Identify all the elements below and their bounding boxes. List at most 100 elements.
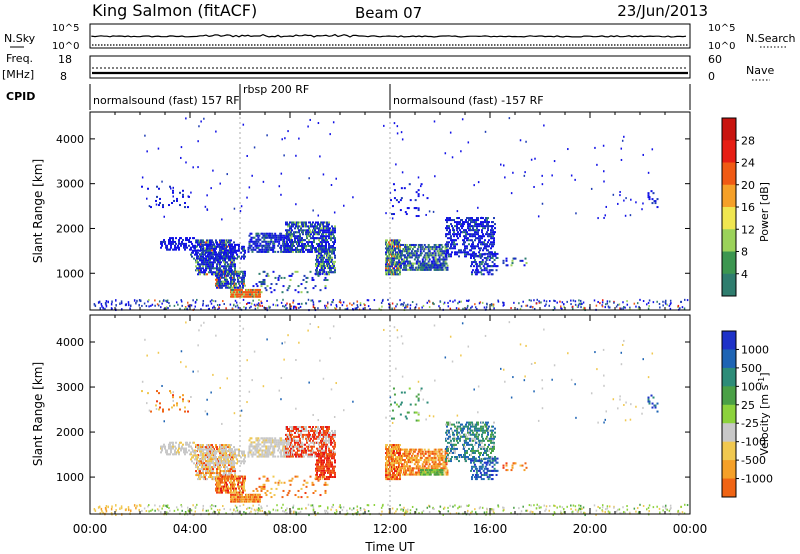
power-cell: [190, 240, 192, 243]
power-cell: [301, 237, 303, 240]
velocity-cell: [221, 444, 223, 447]
power-cell: [491, 273, 494, 276]
power-cell: [290, 250, 292, 253]
power-cell: [405, 304, 407, 307]
power-cell: [161, 242, 163, 245]
power-cell: [457, 221, 459, 224]
power-cell: [394, 249, 396, 252]
velocity-cell: [212, 470, 214, 473]
power-cell: [551, 174, 553, 177]
power-cell: [560, 307, 562, 310]
power-cell: [438, 256, 441, 259]
power-cell: [322, 173, 325, 176]
power-cell: [263, 281, 266, 284]
power-cell: [387, 298, 389, 301]
power-cell: [434, 175, 436, 178]
power-cell: [235, 301, 238, 304]
velocity-cell: [259, 498, 261, 501]
velocity-cell: [219, 456, 221, 459]
power-cell: [439, 300, 442, 303]
power-cell: [324, 235, 326, 238]
power-cell: [334, 248, 336, 251]
power-cell: [428, 306, 431, 309]
power-cell: [669, 299, 672, 302]
power-cell: [385, 267, 387, 270]
velocity-cell: [273, 447, 276, 450]
power-cell: [447, 305, 450, 308]
power-cell: [305, 246, 307, 249]
power-cell: [119, 302, 121, 305]
power-cell: [460, 150, 462, 153]
velocity-cell: [210, 446, 212, 449]
power-cell: [313, 233, 315, 236]
power-cell: [529, 306, 532, 309]
velocity-cell: [300, 433, 302, 436]
velocity-cell: [256, 439, 259, 442]
power-cell: [220, 257, 222, 260]
power-cell: [206, 208, 209, 211]
power-cell: [425, 213, 427, 216]
power-cell: [237, 278, 239, 281]
power-cell: [203, 243, 205, 246]
power-cell: [259, 238, 262, 241]
power-cell: [202, 302, 204, 305]
power-colorbar-label: Power [dB]: [758, 182, 771, 242]
power-cell: [267, 250, 270, 253]
power-cell: [287, 248, 289, 251]
power-cell: [170, 246, 172, 249]
power-cell: [219, 247, 221, 250]
power-cell: [263, 306, 265, 309]
power-cell: [325, 229, 327, 232]
power-cell: [553, 306, 556, 309]
power-cell: [291, 244, 293, 247]
power-cell: [243, 245, 245, 248]
power-cell: [651, 198, 654, 201]
power-cell: [265, 242, 268, 245]
velocity-cell: [231, 466, 233, 469]
power-cell: [382, 298, 384, 301]
power-cell: [620, 147, 623, 150]
power-cell: [484, 227, 486, 230]
power-cell: [231, 261, 233, 264]
power-cell: [488, 252, 491, 255]
velocity-cell: [235, 456, 237, 459]
power-cell: [246, 154, 248, 157]
velocity-cell: [237, 500, 239, 503]
power-cell: [227, 274, 229, 277]
power-cell: [172, 191, 174, 194]
power-cell: [232, 245, 234, 248]
power-cell: [209, 261, 211, 264]
power-cell: [647, 301, 650, 304]
power-cell: [297, 221, 299, 224]
power-cell: [291, 221, 293, 224]
power-cell: [482, 249, 484, 252]
power-cell: [261, 248, 264, 251]
power-cell: [540, 301, 542, 304]
power-cell: [219, 251, 221, 254]
velocity-cell: [223, 450, 225, 453]
velocity-cell: [219, 454, 221, 457]
power-cell: [482, 273, 485, 276]
velocity-cell: [230, 472, 232, 475]
power-cell: [454, 243, 456, 246]
velocity-cell: [271, 437, 274, 440]
power-cell: [402, 304, 404, 307]
power-cell: [163, 308, 165, 311]
power-cell: [425, 258, 428, 261]
power-cell: [289, 221, 291, 224]
power-cell: [158, 300, 161, 303]
power-cell: [459, 221, 461, 224]
power-cell: [295, 235, 297, 238]
power-cell: [144, 134, 146, 137]
velocity-cell: [216, 446, 218, 449]
power-cell: [491, 256, 494, 259]
velocity-cell: [195, 466, 197, 469]
power-cell: [334, 237, 336, 240]
power-cell: [261, 232, 264, 235]
power-cell: [500, 163, 502, 166]
velocity-cell: [311, 453, 313, 456]
velocity-cell: [214, 462, 216, 465]
power-cell: [222, 300, 224, 303]
power-cell: [461, 219, 463, 222]
power-cell: [232, 286, 234, 289]
